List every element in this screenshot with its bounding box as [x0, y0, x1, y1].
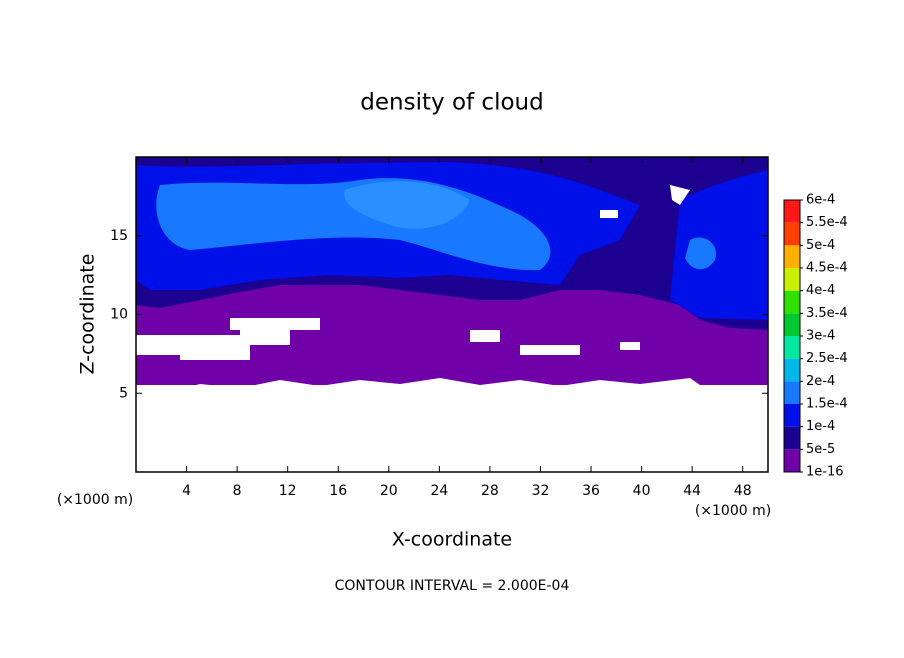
- x-tick-label: 8: [233, 483, 242, 499]
- colorbar-swatch: [784, 290, 800, 314]
- colorbar-label: 3e-4: [806, 329, 835, 344]
- colorbar-swatch: [784, 381, 800, 404]
- colorbar-swatch: [784, 404, 800, 427]
- x-axis-label: X-coordinate: [392, 529, 512, 551]
- colorbar-label: 3.5e-4: [806, 306, 848, 321]
- colorbar-label: 2.5e-4: [806, 351, 848, 366]
- colorbar-swatch: [784, 358, 800, 382]
- colorbar-swatch: [784, 222, 800, 246]
- colorbar-label: 5e-5: [806, 442, 835, 457]
- x-tick-label: 44: [683, 483, 701, 499]
- y-axis-label: Z-coordinate: [77, 254, 99, 375]
- x-tick-label: 12: [279, 483, 297, 499]
- colorbar-swatch: [784, 268, 800, 291]
- colorbar-label: 1e-4: [806, 419, 835, 434]
- x-unit-left: (×1000 m): [57, 492, 133, 508]
- x-tick-label: 48: [734, 483, 752, 499]
- x-unit: (×1000 m): [695, 503, 771, 519]
- colorbar-label: 5.5e-4: [806, 215, 848, 230]
- y-tick-label: 15: [110, 228, 128, 244]
- x-tick-label: 36: [582, 483, 600, 499]
- colorbar-label: 4e-4: [806, 283, 835, 298]
- x-tick-label: 20: [380, 483, 398, 499]
- x-tick-label: 16: [329, 483, 347, 499]
- colorbar-label: 4.5e-4: [806, 261, 848, 276]
- colorbar-swatch: [784, 245, 800, 268]
- x-tick-label: 24: [430, 483, 448, 499]
- colorbar-label: 6e-4: [806, 193, 835, 208]
- colorbar-label: 1e-16: [806, 465, 844, 480]
- x-tick-label: 4: [182, 483, 191, 499]
- y-tick-label: 5: [119, 385, 128, 401]
- colorbar-label: 5e-4: [806, 238, 835, 253]
- colorbar-label: 2e-4: [806, 374, 835, 389]
- colorbar-label: 1.5e-4: [806, 397, 848, 412]
- x-tick-label: 40: [633, 483, 651, 499]
- colorbar-swatch: [784, 313, 800, 336]
- colorbar-swatch: [784, 336, 800, 359]
- x-tick-label: 32: [532, 483, 550, 499]
- contour-field: [136, 157, 768, 472]
- x-tick-label: 28: [481, 483, 499, 499]
- colorbar-swatch: [784, 426, 800, 450]
- colorbar-swatch: [784, 449, 800, 472]
- y-tick-label: 10: [110, 307, 128, 323]
- colorbar-swatch: [784, 200, 800, 223]
- chart-title: density of cloud: [360, 90, 543, 116]
- annotation: CONTOUR INTERVAL = 2.000E-04: [335, 578, 570, 594]
